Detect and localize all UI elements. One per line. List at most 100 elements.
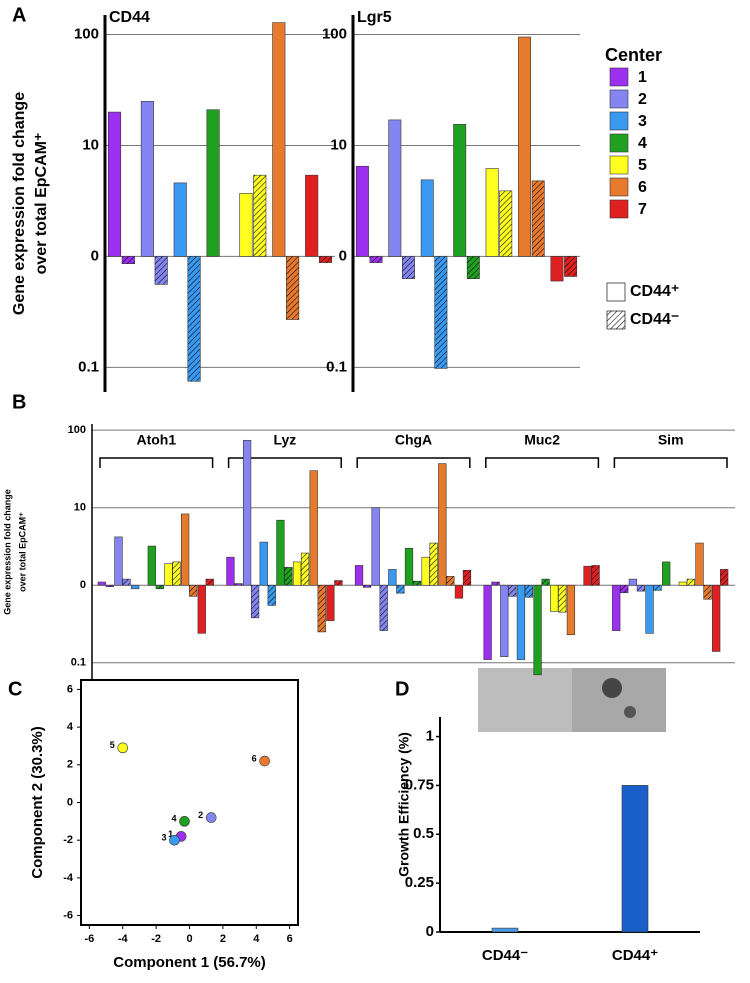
legend-swatch	[609, 111, 629, 131]
legend-hatch	[607, 311, 625, 329]
y-axis-label: Component 2 (30.3%)	[29, 726, 46, 879]
y-tick-label: 10	[74, 502, 86, 514]
legend-label: 4	[638, 135, 647, 152]
bar-hatch	[508, 585, 517, 597]
y-tick-label: 10	[330, 136, 347, 153]
bar	[388, 119, 402, 257]
point	[117, 742, 129, 754]
group-label: Atoh1	[136, 432, 176, 448]
bar	[421, 556, 430, 586]
bar	[483, 584, 492, 660]
x-tick-label: 0	[186, 933, 192, 945]
y-tick-label: -6	[63, 909, 73, 921]
bar	[516, 584, 526, 660]
bar-hatch	[187, 256, 201, 382]
bar-hatch	[369, 256, 383, 263]
chart-title: CD44	[109, 9, 150, 26]
bar-hatch	[251, 585, 259, 618]
bar	[420, 179, 434, 257]
point-label: 4	[171, 814, 176, 824]
chart-title: Lgr5	[357, 9, 392, 26]
y-tick-label: 4	[67, 721, 74, 733]
bar	[550, 584, 559, 612]
panel-label: C	[8, 678, 22, 700]
bar	[309, 470, 318, 586]
y-axis-label: over total EpCAM⁺	[17, 512, 27, 592]
bar-hatch	[301, 553, 309, 586]
bar-hatch	[286, 256, 299, 320]
legend-label: 3	[638, 113, 647, 130]
bar	[438, 463, 447, 586]
y-tick-label: -2	[63, 834, 73, 846]
point	[205, 812, 217, 823]
bar-hatch	[429, 543, 438, 586]
point	[179, 816, 190, 827]
x-tick-label: CD44⁻	[482, 947, 528, 964]
bar-hatch	[105, 585, 114, 587]
legend-title: Center	[605, 45, 662, 65]
y-tick-label: 0	[426, 923, 434, 940]
bar-hatch	[172, 561, 181, 586]
point-label: 6	[252, 753, 257, 763]
y-tick-label: 0.1	[71, 657, 86, 669]
bar-hatch	[446, 576, 455, 586]
bar-hatch	[532, 180, 545, 257]
bar	[662, 561, 671, 586]
group-bracket	[356, 457, 471, 468]
bar	[197, 584, 206, 634]
bar-hatch	[720, 569, 729, 586]
point-label: 1	[168, 829, 173, 839]
group-label: Sim	[658, 432, 684, 448]
plot-frame	[80, 679, 299, 926]
legend-swatch	[609, 133, 629, 153]
bar-hatch	[284, 567, 293, 586]
bar-hatch	[189, 585, 197, 597]
x-tick-label: 6	[287, 933, 293, 945]
bar	[612, 584, 621, 631]
x-tick-label: CD44⁺	[612, 947, 658, 964]
bar-hatch	[703, 585, 712, 600]
y-tick-label: 0	[80, 579, 86, 591]
bar	[453, 124, 467, 257]
legend-label: 7	[638, 201, 647, 218]
bar-hatch	[463, 570, 471, 586]
point	[259, 755, 270, 767]
point-label: 5	[110, 740, 115, 750]
legend-label: 1	[638, 69, 647, 86]
bar	[114, 536, 123, 586]
legend-swatch	[609, 89, 629, 109]
bar-hatch	[467, 256, 480, 279]
bar	[305, 174, 319, 257]
bar	[147, 545, 156, 586]
y-tick-label: 100	[74, 26, 99, 43]
bar-hatch	[653, 585, 662, 591]
bar	[173, 182, 187, 257]
bar	[131, 584, 140, 590]
bar	[500, 584, 509, 657]
y-axis-label: Gene expression fold change	[2, 489, 12, 615]
bar-hatch	[155, 585, 164, 589]
legend-swatch	[609, 155, 629, 175]
panel-label: D	[395, 678, 409, 700]
bar	[485, 168, 499, 257]
legend-label: 2	[638, 91, 647, 108]
bar	[97, 581, 106, 586]
bar-hatch	[491, 582, 500, 586]
group-label: ChgA	[395, 432, 432, 448]
point-label: 3	[161, 833, 166, 843]
y-tick-label: 2	[67, 759, 73, 771]
group-label: Lyz	[273, 432, 296, 448]
bar	[206, 109, 220, 257]
bar-hatch	[334, 580, 343, 586]
bar	[566, 584, 576, 636]
group-bracket	[227, 457, 342, 468]
y-tick-label: 0	[339, 247, 347, 264]
bar	[712, 584, 721, 652]
legend-swatch	[609, 199, 629, 219]
x-tick-label: -4	[118, 933, 129, 945]
panel-label: B	[12, 391, 26, 413]
bar-hatch	[122, 256, 135, 264]
bar	[355, 165, 369, 257]
bar	[454, 584, 464, 599]
bar-hatch	[253, 175, 266, 257]
